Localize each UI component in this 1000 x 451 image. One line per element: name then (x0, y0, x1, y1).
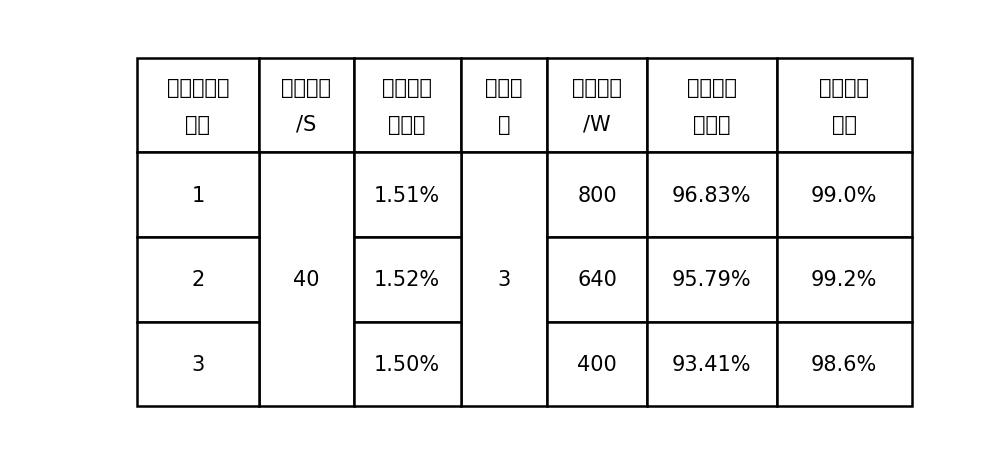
Bar (354, 238, 461, 322)
Bar (354, 60, 461, 153)
Text: 1.52%: 1.52% (374, 270, 440, 290)
Bar (259, 60, 354, 153)
Text: 高氯酸铵: 高氯酸铵 (687, 78, 737, 98)
Bar (647, 238, 777, 322)
Bar (777, 60, 912, 153)
Bar (547, 322, 647, 406)
Text: 95.79%: 95.79% (672, 270, 751, 290)
Bar (777, 322, 912, 406)
Text: 编号: 编号 (185, 114, 210, 134)
Text: 96.83%: 96.83% (672, 185, 751, 205)
Text: 微波时间: 微波时间 (281, 78, 331, 98)
Bar (547, 238, 647, 322)
Text: 剂浓度: 剂浓度 (388, 114, 426, 134)
Text: 640: 640 (577, 270, 617, 290)
Bar (137, 238, 259, 322)
Bar (259, 153, 354, 406)
Bar (137, 322, 259, 406)
Text: 高氯酸铵: 高氯酸铵 (819, 78, 869, 98)
Bar (354, 153, 461, 238)
Bar (547, 153, 647, 238)
Bar (777, 238, 912, 322)
Text: 1.51%: 1.51% (374, 185, 440, 205)
Text: /S: /S (296, 114, 316, 134)
Bar (461, 60, 547, 153)
Text: /W: /W (583, 114, 611, 134)
Bar (137, 60, 259, 153)
Bar (547, 60, 647, 153)
Bar (461, 153, 547, 406)
Text: 纯度: 纯度 (832, 114, 857, 134)
Text: 40: 40 (293, 270, 320, 290)
Text: 99.2%: 99.2% (811, 270, 877, 290)
Text: 400: 400 (577, 354, 617, 374)
Bar (777, 153, 912, 238)
Text: 800: 800 (577, 185, 617, 205)
Text: 提取次: 提取次 (485, 78, 523, 98)
Text: 数: 数 (498, 114, 510, 134)
Text: 推进剂样品: 推进剂样品 (167, 78, 229, 98)
Bar (137, 153, 259, 238)
Text: 93.41%: 93.41% (672, 354, 751, 374)
Text: 98.6%: 98.6% (811, 354, 877, 374)
Bar (647, 322, 777, 406)
Bar (647, 60, 777, 153)
Text: 微波功率: 微波功率 (572, 78, 622, 98)
Text: 表面活性: 表面活性 (382, 78, 432, 98)
Text: 1.50%: 1.50% (374, 354, 440, 374)
Text: 2: 2 (191, 270, 204, 290)
Text: 提取率: 提取率 (693, 114, 730, 134)
Text: 1: 1 (191, 185, 204, 205)
Text: 99.0%: 99.0% (811, 185, 877, 205)
Bar (647, 153, 777, 238)
Text: 3: 3 (497, 270, 511, 290)
Bar (354, 322, 461, 406)
Text: 3: 3 (191, 354, 204, 374)
